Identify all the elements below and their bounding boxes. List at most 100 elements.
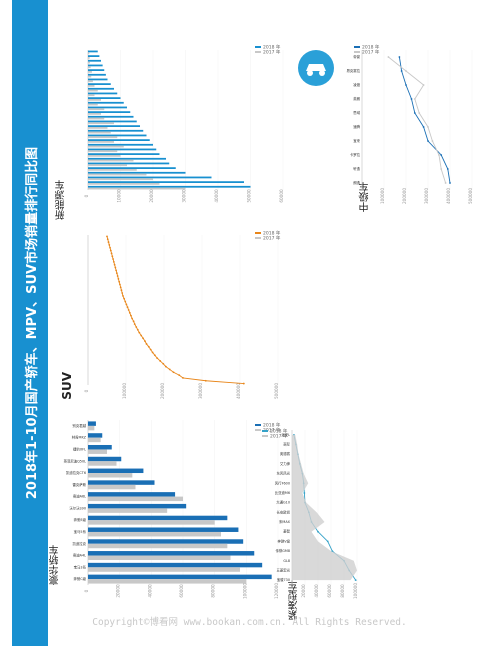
suv-point (138, 331, 141, 334)
mpv-category-label: 东风风光 (276, 471, 290, 476)
luxury-bar (88, 531, 221, 537)
luxury-bar (88, 449, 107, 454)
suv-point (165, 365, 167, 368)
ev-bar (88, 89, 98, 92)
midsize-point (418, 112, 421, 114)
suv-point (119, 283, 121, 286)
midsize-series-line (398, 56, 451, 184)
suv-point (133, 323, 136, 326)
luxury-bar (88, 473, 133, 478)
midsize-category-label: 朗逸 (353, 180, 360, 185)
midsize-point (440, 154, 443, 156)
ev-tick-label: 30000 (182, 189, 187, 203)
luxury-bar (88, 567, 240, 572)
ev-bar (88, 139, 150, 141)
suv-point (136, 328, 139, 331)
legend-swatch-2017 (255, 429, 261, 431)
suv-point (178, 374, 181, 376)
ev-bar (88, 117, 105, 120)
suv-point (128, 311, 131, 314)
copyright-text: Copyright©博看网 www.bookan.com.cn. All Rig… (92, 617, 407, 628)
midsize-category-label: 速腾 (353, 124, 360, 129)
ev-bar (88, 122, 114, 125)
suv-point (153, 354, 156, 357)
ev-bar (88, 97, 121, 99)
ev-bar (88, 78, 108, 81)
suv-point (107, 241, 110, 243)
mpv-category-label: GL8 (283, 559, 290, 563)
suv-point (114, 266, 117, 269)
midsize-point (449, 182, 451, 184)
midsize-point (405, 70, 407, 72)
suv-point (135, 326, 138, 328)
suv-point (108, 244, 111, 246)
luxury-bar (88, 503, 187, 509)
ev-bar (88, 159, 134, 162)
mpv-point (326, 540, 329, 543)
midsize-tick-label: 300000 (424, 188, 429, 204)
mpv-category-label: 宋MAX (279, 519, 291, 524)
legend-swatch-2018 (262, 430, 268, 432)
ev-bar (88, 136, 118, 139)
ev-bar (88, 127, 108, 129)
mpv-point (303, 492, 306, 494)
ev-bar (88, 134, 147, 137)
suv-point (122, 294, 124, 297)
luxury-bar (88, 480, 155, 485)
legend-label-2017: 2017 年 (263, 234, 281, 241)
midsize-point (405, 84, 407, 86)
luxury-bar (88, 527, 239, 532)
ev-tick-label: 10000 (117, 189, 122, 203)
suv-point (111, 255, 114, 258)
mpv-tick-label: 20000 (301, 584, 306, 598)
luxury-bar (88, 496, 183, 502)
ev-bar (88, 115, 134, 118)
luxury-bar (88, 433, 103, 438)
ev-bar (88, 57, 90, 59)
midsize-point (413, 112, 416, 114)
suv-point (125, 303, 128, 306)
legend-swatch-2017 (262, 435, 268, 437)
legend-swatch-2018 (255, 232, 261, 234)
luxury-bar (88, 508, 168, 513)
midsize-category-label: 宝来 (353, 138, 360, 143)
suv-point (151, 351, 154, 354)
ev-bar (88, 69, 105, 71)
midsize-tick-label: 200000 (402, 188, 407, 204)
suv-point (106, 235, 108, 238)
luxury-category-label: 奥迪A4L (73, 553, 86, 558)
suv-point (119, 286, 122, 289)
ev-bar (88, 150, 118, 153)
suv-point (126, 306, 129, 309)
suv-tick-label: 0 (84, 389, 89, 392)
ev-tick-label: 60000 (279, 189, 284, 203)
luxury-bar (88, 562, 263, 568)
midsize-point (387, 56, 390, 58)
mpv-category-label: 风行F600 (275, 480, 290, 485)
suv-point (204, 379, 207, 382)
suv-point (140, 334, 143, 337)
ev-bar (88, 106, 127, 109)
luxury-category-label: 英菲尼迪Q50L (64, 458, 87, 463)
luxury-category-label: 奔驰C级 (73, 576, 86, 581)
ev-bar (88, 162, 170, 165)
suv-point (127, 309, 130, 311)
luxury-category-label: 别克君越 (72, 423, 86, 428)
luxury-bar (88, 539, 244, 544)
mpv-point (317, 530, 319, 533)
legend-label-2017: 2017 年 (263, 48, 281, 55)
legend-swatch-2017 (255, 237, 261, 239)
ev-bar (88, 61, 90, 64)
mpv-category-label: 大通G10 (276, 500, 290, 505)
suv-point (117, 277, 120, 280)
midsize-tick-label: 400000 (446, 188, 451, 204)
suv-tick-label: 200000 (160, 383, 165, 399)
midsize-point (440, 168, 443, 170)
mpv-tick-label: 100000 (353, 583, 358, 599)
ev-bar (88, 111, 131, 113)
luxury-category-label: 奥迪A6L (73, 494, 86, 499)
midsize-category-label: 轩逸 (353, 166, 360, 171)
ev-bar (88, 143, 153, 146)
legend-label-2018: 2018 年 (263, 421, 281, 428)
